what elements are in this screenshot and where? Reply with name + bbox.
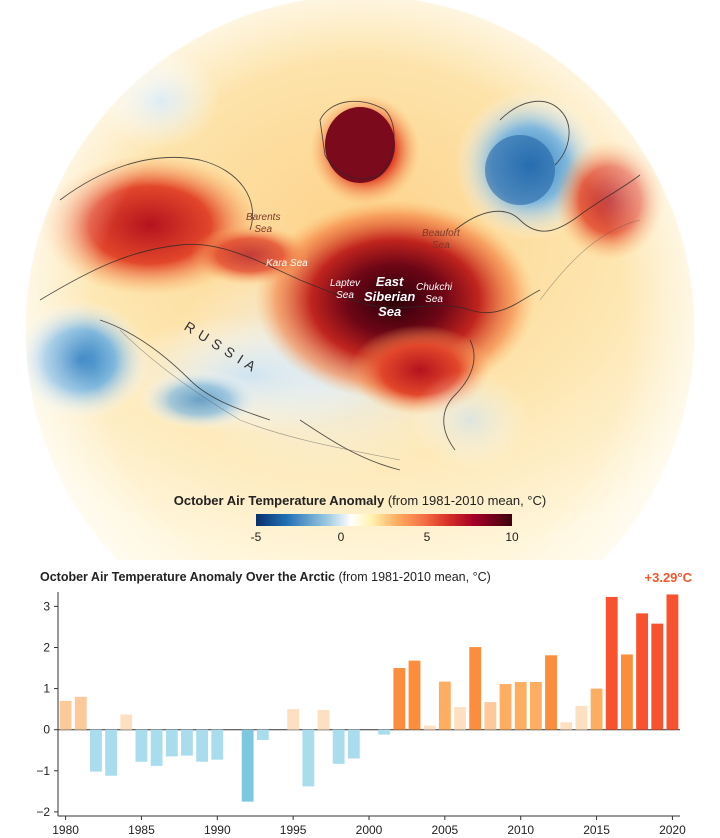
chart-title: October Air Temperature Anomaly Over the… [40,570,491,584]
bar-1981 [74,696,87,730]
x-tick-label: 2005 [432,823,459,837]
bar-1993 [256,729,269,740]
x-tick-label: 2015 [583,823,610,837]
x-tick-label: 1995 [280,823,307,837]
colorbar [256,514,512,526]
y-tick-label: 0 [43,723,50,737]
y-tick-label: −1 [36,764,50,778]
bar-2010 [514,682,527,730]
bar-1984 [120,714,133,730]
bar-1990 [211,729,224,760]
bar-1996 [302,729,315,787]
colorbar-tick-neg5: -5 [250,530,262,544]
globe-field [25,0,695,560]
colorbar-tick-5: 5 [423,530,431,544]
x-tick-label: 1980 [52,823,79,837]
bar-2020 [666,594,679,730]
bar-2011 [529,682,542,730]
bar-2015 [590,688,603,730]
bar-2008 [484,702,497,730]
x-tick-label: 1990 [204,823,231,837]
beaufort-sea-label: Beaufort Sea [422,228,460,251]
bar-1992 [241,729,254,802]
colorbar-title: October Air Temperature Anomaly (from 19… [173,493,547,508]
y-tick-label: 2 [43,640,50,654]
y-tick-label: 3 [43,599,50,613]
bar-2012 [545,655,557,730]
bar-2013 [560,722,573,730]
bar-2014 [575,705,588,730]
bar-2009 [499,684,512,730]
bar-chart: −2 −1 0 1 2 3 1980 1985 1990 1995 2000 2005 2010 2015… [36,592,686,837]
bar-2019 [651,623,664,730]
bar-2001 [378,729,391,735]
colorbar-tick-0: 0 [337,530,345,544]
bar-1999 [347,729,360,759]
kara-sea-label: Kara Sea [266,258,308,269]
bar-1988 [181,729,193,756]
latest-value-callout: +3.29°C [644,570,692,585]
coastlines [39,100,641,471]
laptev-sea-label: Laptev Sea [330,278,361,301]
bar-1987 [165,729,178,757]
bar-1997 [317,709,330,730]
east-siberian-sea-label: East Siberian Sea [364,274,416,319]
bar-2018 [636,613,648,730]
y-tick-label: −2 [36,805,50,819]
bar-2003 [408,660,421,730]
bar-1980 [59,700,72,730]
arctic-anomaly-map: Barents Sea Kara Sea Laptev Sea East Siberi… [24,0,696,560]
colorbar-tick-10: 10 [505,530,519,544]
bar-2016 [605,596,618,730]
bar-2002 [393,668,406,730]
y-tick-label: 1 [43,682,50,696]
bar-1985 [135,729,148,762]
globe-map [24,0,696,560]
bar-1986 [150,729,163,766]
bar-2017 [620,654,633,730]
borders [119,219,641,461]
x-tick-label: 2020 [659,823,686,837]
bar-2007 [469,647,482,730]
barents-sea-label: Barents Sea [246,212,281,235]
bar-1982 [90,729,102,772]
bar-1983 [105,729,118,776]
bar-2005 [438,681,451,730]
bar-2006 [454,707,466,730]
bar-2004 [423,725,436,730]
x-tick-label: 2010 [507,823,534,837]
bar-1989 [196,729,209,762]
x-tick-label: 2000 [356,823,383,837]
bar-1998 [332,729,345,764]
bar-1995 [287,709,300,730]
x-tick-label: 1985 [128,823,155,837]
chukchi-sea-label: Chukchi Sea [416,282,453,305]
